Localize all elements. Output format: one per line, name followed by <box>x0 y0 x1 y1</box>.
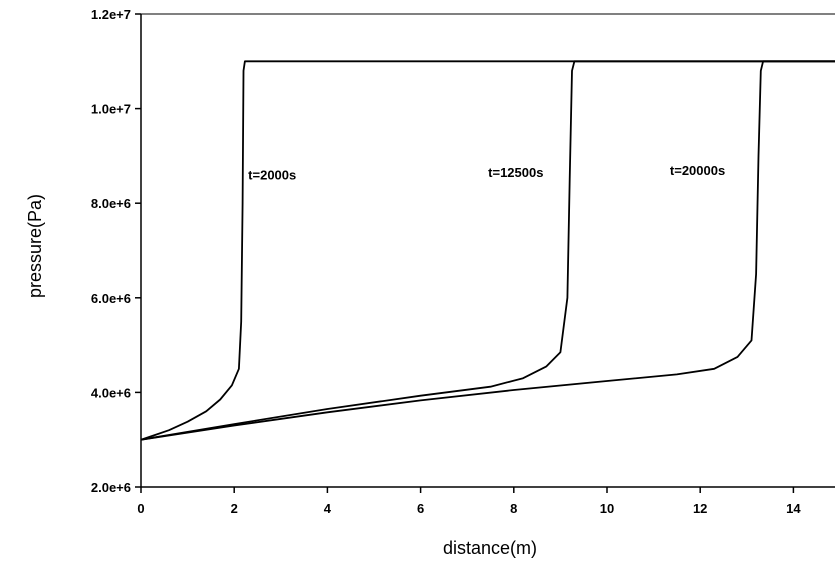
y-tick-label: 2.0e+6 <box>91 480 131 495</box>
axes <box>135 13 835 493</box>
y-tick-label: 6.0e+6 <box>91 291 131 306</box>
y-axis-title: pressure(Pa) <box>25 194 45 298</box>
x-tick-label: 2 <box>231 501 238 516</box>
x-tick-label: 12 <box>693 501 707 516</box>
plot-area <box>140 60 835 441</box>
series-line-1 <box>140 60 835 441</box>
x-tick-label: 0 <box>137 501 144 516</box>
x-axis-title: distance(m) <box>443 538 537 558</box>
x-tick-label: 6 <box>417 501 424 516</box>
y-tick-label: 1.0e+7 <box>91 102 131 117</box>
x-tick-label: 8 <box>510 501 517 516</box>
annotation-label-3: t=20000s <box>670 163 725 178</box>
annotations: t=2000s t=12500s t=20000s <box>248 163 725 183</box>
x-tick-label: 14 <box>786 501 801 516</box>
series-line-3 <box>140 60 835 441</box>
x-tick-label: 4 <box>324 501 332 516</box>
annotation-label-1: t=2000s <box>248 168 296 183</box>
tick-labels: 2.0e+6 4.0e+6 6.0e+6 8.0e+6 1.0e+7 1.2e+7 0 2 4 6… <box>91 7 802 516</box>
y-tick-label: 1.2e+7 <box>91 7 131 22</box>
series-line-2 <box>140 60 835 441</box>
x-tick-label: 10 <box>600 501 614 516</box>
y-tick-label: 8.0e+6 <box>91 196 131 211</box>
annotation-label-2: t=12500s <box>488 165 543 180</box>
y-tick-label: 4.0e+6 <box>91 385 131 400</box>
